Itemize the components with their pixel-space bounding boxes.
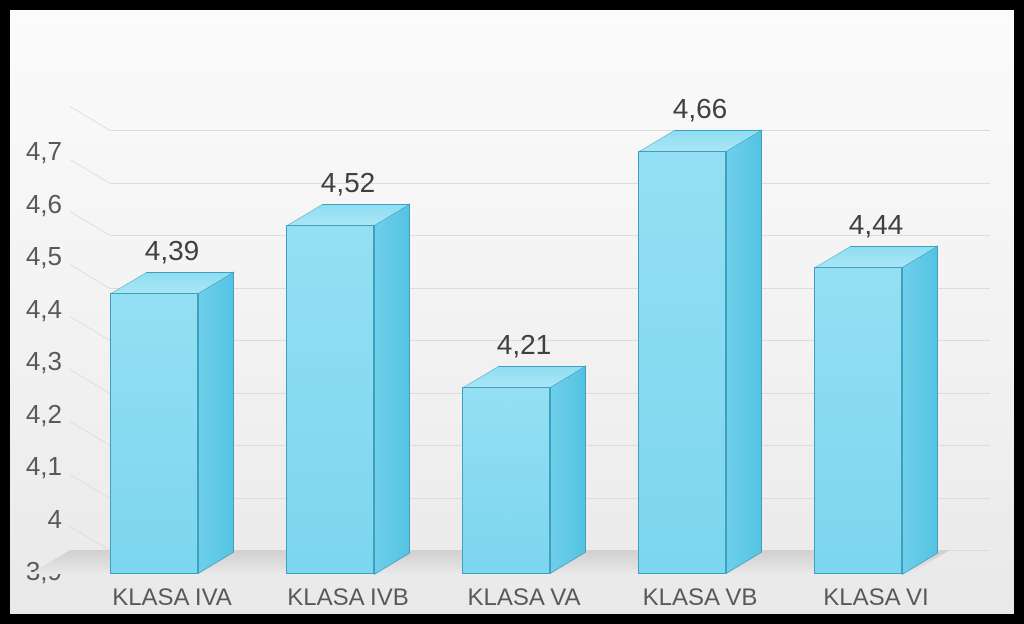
bar — [286, 225, 374, 575]
bar — [638, 151, 726, 574]
y-tick-label: 4,1 — [26, 451, 62, 482]
bar-side — [198, 271, 234, 574]
x-tick-label: KLASA VA — [468, 584, 581, 612]
y-tick-label: 4,5 — [26, 241, 62, 272]
bar-side — [726, 129, 762, 574]
y-tick-label: 4,3 — [26, 346, 62, 377]
y-tick-label: 4,2 — [26, 399, 62, 430]
y-tick-label: 4,4 — [26, 294, 62, 325]
bar-value-label: 4,44 — [849, 209, 904, 241]
bar-side — [550, 366, 586, 574]
y-tick-label: 4 — [48, 504, 62, 535]
bar-value-label: 4,39 — [145, 235, 200, 267]
bar-side — [374, 203, 410, 574]
bar — [814, 267, 902, 575]
chart-frame: 3,944,14,24,34,44,54,64,7 KLASA IVAKLASA… — [10, 10, 1014, 614]
x-tick-label: KLASA IVA — [112, 584, 232, 612]
y-tick-label: 4,6 — [26, 189, 62, 220]
x-tick-label: KLASA IVB — [287, 584, 408, 612]
bar-side — [902, 245, 938, 574]
bar-front — [110, 293, 198, 574]
x-tick-label: KLASA VB — [643, 584, 758, 612]
bar-value-label: 4,52 — [321, 167, 376, 199]
bar-front — [814, 267, 902, 575]
bar-front — [286, 225, 374, 575]
y-tick-label: 4,7 — [26, 136, 62, 167]
x-tick-label: KLASA VI — [823, 584, 928, 612]
x-axis-labels: KLASA IVA KLASA IVB KLASA VA KLASA VB KLASA … — [70, 574, 950, 614]
bar-value-label: 4,66 — [673, 93, 728, 125]
bar — [110, 293, 198, 574]
bar-value-label: 4,21 — [497, 329, 552, 361]
bar-front — [638, 151, 726, 574]
bar-front — [462, 387, 550, 574]
bar — [462, 387, 550, 574]
